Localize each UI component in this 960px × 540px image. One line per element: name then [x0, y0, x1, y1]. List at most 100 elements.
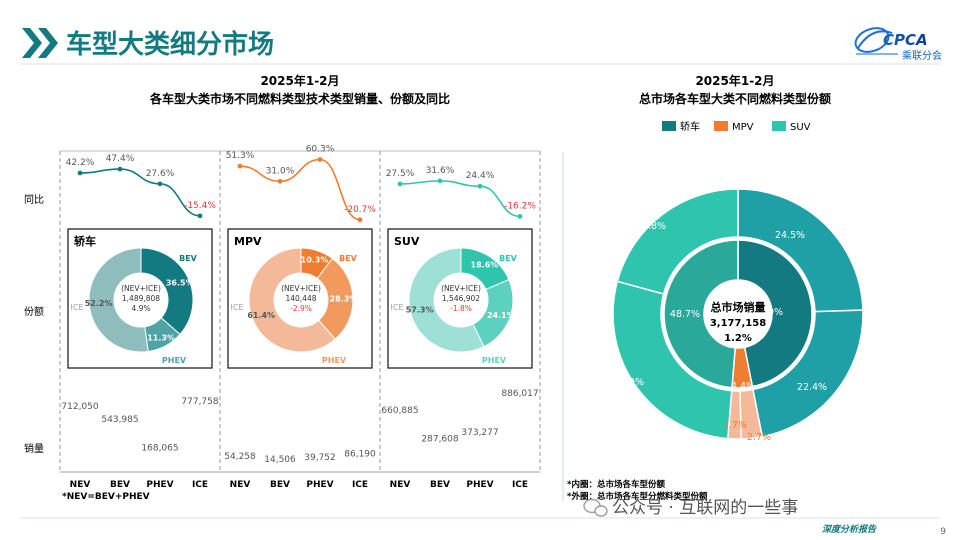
- share-value-label: 10.3%: [301, 256, 329, 265]
- outer-value-label: 20.8%: [636, 221, 666, 232]
- total-center-label: 总市场销量: [711, 300, 766, 314]
- yoy-point: [317, 157, 323, 162]
- share-donut-title: SUV: [394, 235, 420, 248]
- yoy-label: 42.2%: [66, 158, 95, 168]
- panel-SUV: 27.5% 31.6% 24.4% -16.2% 660,885 287,608373,2…: [381, 166, 538, 490]
- yoy-point: [397, 181, 403, 187]
- category-label: BEV: [110, 480, 130, 490]
- yoy-point: [477, 183, 483, 189]
- share-value-label: 28.3%: [330, 295, 358, 304]
- yoy-point: [77, 170, 83, 176]
- volume-label: 777,758: [181, 397, 218, 407]
- row-label-volume: 销量: [24, 442, 44, 455]
- share-slice-name: BEV: [179, 254, 198, 263]
- yoy-point: [197, 213, 203, 219]
- yoy-point: [157, 181, 163, 187]
- yoy-label: 47.4%: [106, 154, 135, 164]
- outer-slice-name: NEV-MPV: [697, 450, 740, 461]
- share-slice-name: BEV: [339, 254, 358, 263]
- volume-label: 86,190: [344, 449, 376, 459]
- row-label-yoy: 同比: [24, 194, 44, 206]
- category-label: NEV: [390, 480, 411, 490]
- yoy-line: [399, 180, 521, 218]
- note-inner-ring: *内圈：总市场各车型份额: [567, 479, 665, 490]
- share-center-text: -2.9%: [290, 304, 312, 313]
- outer-slice: [612, 280, 733, 440]
- volume-label: 14,506: [264, 455, 296, 465]
- donut-center: [706, 282, 770, 346]
- share-donut-title: MPV: [234, 235, 262, 248]
- left-footnote: *NEV=BEV+PHEV: [62, 492, 150, 502]
- share-center-text: (NEV+ICE): [441, 284, 481, 293]
- category-label: ICE: [512, 480, 528, 490]
- watermark-text: 公众号 · 互联网的一些事: [612, 498, 798, 518]
- category-label: NEV: [230, 480, 251, 490]
- share-value-label: 24.1%: [487, 311, 515, 320]
- volume-label: 168,065: [141, 443, 178, 453]
- wechat-icon: [583, 498, 608, 517]
- left-chart-frame: [59, 150, 541, 473]
- volume-label: 373,277: [461, 428, 498, 438]
- left-chart-title-line2: 各车型大类市场不同燃料类型技术类型销量、份额及同比: [149, 91, 450, 106]
- outer-slice: [616, 188, 739, 295]
- share-center-text: (NEV+ICE): [121, 284, 161, 293]
- category-label: ICE: [192, 480, 208, 490]
- yoy-label: 51.3%: [226, 151, 255, 161]
- left-chart-title-line1: 2025年1-2月: [260, 73, 339, 88]
- volume-label: 712,050: [61, 402, 98, 412]
- yoy-point: [117, 166, 123, 172]
- share-donut: 36.5% 11.3% 52.2% BEV PHEV ICE (NEV+ICE)1,489,…: [71, 247, 198, 365]
- share-slice: [248, 247, 336, 353]
- share-slice-name: PHEV: [482, 356, 507, 365]
- inner-value-label: 4.4%: [731, 381, 755, 392]
- outer-slice-name: NEV-SUV: [599, 197, 641, 208]
- share-value-label: 61.4%: [247, 311, 275, 320]
- share-center-text: 1,489,808: [122, 294, 160, 303]
- logo-text: CPCA: [883, 31, 928, 49]
- yoy-point: [237, 163, 243, 169]
- inner-value-label: 48.7%: [670, 309, 700, 320]
- yoy-point: [357, 217, 363, 223]
- inner-slice: [663, 239, 739, 389]
- volume-label: 543,985: [101, 415, 138, 425]
- note-outer-ring: *外圈：总市场各车型分燃料类型份额: [567, 491, 708, 502]
- category-label: PHEV: [306, 480, 333, 490]
- logo-subtext: 乘联分会: [902, 49, 942, 62]
- footer: 公众号 · 互联网的一些事 深度分析报告 9: [20, 498, 946, 537]
- category-label: BEV: [270, 480, 290, 490]
- yoy-label: -16.2%: [504, 201, 536, 211]
- yoy-point: [437, 178, 443, 184]
- legend-swatch: [714, 121, 728, 131]
- yoy-point: [517, 214, 523, 219]
- share-value-label: 18.6%: [471, 261, 499, 270]
- share-slice-name: PHEV: [322, 356, 347, 365]
- outer-value-label: 24.5%: [775, 230, 805, 241]
- share-donut-title: 轿车: [74, 234, 96, 248]
- total-market-donut: 46.9%4.4%48.7%24.5%ICE-轿车22.4%NEV-轿车2.7%…: [584, 188, 899, 461]
- share-value-label: 52.2%: [85, 299, 113, 308]
- category-label: ICE: [352, 480, 368, 490]
- share-value-label: 36.5%: [166, 279, 194, 288]
- share-center-text: 4.9%: [131, 304, 150, 313]
- share-slice: [408, 247, 485, 353]
- yoy-label: 31.0%: [266, 166, 295, 176]
- volume-label: 287,608: [421, 434, 458, 444]
- share-center-text: 140,448: [285, 294, 316, 303]
- inner-slice: [737, 239, 813, 388]
- outer-slice-name: ICE-轿车: [849, 221, 887, 233]
- volume-label: 39,752: [304, 453, 336, 463]
- legend-label: MPV: [732, 122, 754, 133]
- total-market-legend: 轿车 MPV SUV: [662, 120, 811, 133]
- legend-swatch: [662, 121, 676, 131]
- page-number: 9: [940, 527, 946, 537]
- category-label: BEV: [430, 480, 450, 490]
- share-slice-name: ICE: [231, 303, 244, 312]
- share-center-text: (NEV+ICE): [281, 284, 321, 293]
- yoy-label: 27.5%: [386, 169, 415, 179]
- share-donut: 18.6% 24.1% 57.3% BEV PHEV ICE (NEV+ICE)1,546,…: [391, 247, 518, 365]
- outer-value-label: 27.9%: [614, 377, 644, 388]
- legend-swatch: [772, 121, 786, 131]
- yoy-point: [277, 178, 283, 184]
- total-center-growth: 1.2%: [724, 333, 752, 344]
